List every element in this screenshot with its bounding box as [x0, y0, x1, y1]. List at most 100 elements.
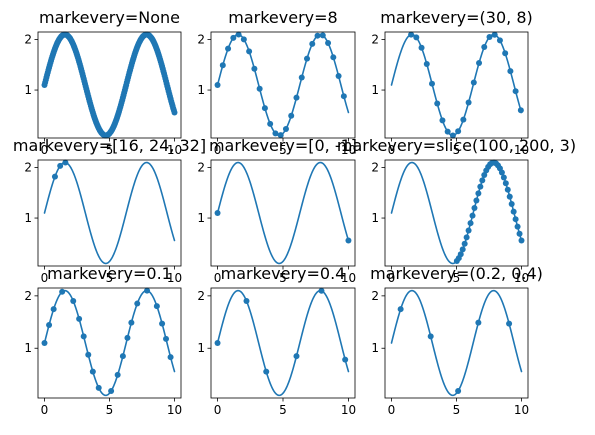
- y-tick-label: 1: [24, 211, 32, 225]
- data-marker: [418, 44, 425, 51]
- x-tick-label: 10: [341, 143, 356, 157]
- data-marker: [479, 177, 486, 184]
- data-marker: [153, 303, 160, 310]
- data-marker: [309, 40, 316, 47]
- data-marker: [506, 193, 513, 200]
- x-tick-label: 10: [514, 271, 529, 285]
- x-tick-label: 10: [514, 403, 529, 417]
- panel: 0 5 10 1 2: [371, 31, 529, 157]
- panel: 0 5 10 1 2: [197, 31, 356, 157]
- data-marker: [477, 183, 484, 190]
- data-marker: [225, 45, 232, 52]
- series-line: [43, 161, 176, 265]
- data-marker: [512, 216, 519, 223]
- x-tick-label: 10: [514, 143, 529, 157]
- data-marker: [144, 287, 151, 294]
- data-marker: [89, 368, 96, 375]
- axes-frame: [37, 159, 182, 267]
- data-marker: [41, 340, 48, 346]
- data-marker: [345, 237, 352, 244]
- data-marker: [449, 132, 456, 139]
- data-marker: [282, 125, 289, 132]
- y-tick-label: 2: [197, 33, 205, 47]
- data-marker: [429, 80, 435, 87]
- y-tick-label: 2: [24, 33, 32, 47]
- x-tick-label: 5: [279, 403, 287, 417]
- panel-title: markevery=0.1: [47, 264, 172, 283]
- panel: 0 5 10 1 2: [371, 287, 529, 417]
- panel-title: markevery=[16, 24, 32]: [13, 136, 206, 155]
- data-marker: [508, 201, 515, 208]
- data-marker: [85, 351, 92, 358]
- data-marker: [288, 112, 295, 119]
- data-marker: [214, 340, 221, 346]
- x-tick-label: 5: [279, 143, 287, 157]
- data-marker: [246, 48, 253, 55]
- x-tick-label: 5: [106, 143, 114, 157]
- data-marker: [171, 109, 178, 116]
- data-marker: [159, 320, 166, 327]
- y-tick-label: 2: [197, 289, 205, 303]
- data-marker: [304, 55, 311, 62]
- data-marker: [408, 31, 415, 38]
- x-tick-label: 5: [279, 271, 287, 285]
- data-marker: [481, 172, 488, 178]
- data-marker: [314, 32, 321, 39]
- data-marker: [439, 117, 446, 124]
- data-marker: [57, 162, 64, 169]
- y-tick-label: 2: [371, 289, 379, 303]
- data-marker: [475, 319, 482, 326]
- data-marker: [467, 220, 474, 227]
- data-marker: [256, 85, 263, 92]
- data-marker: [108, 387, 115, 394]
- axes-frame: [37, 287, 182, 399]
- axes-frame: [384, 287, 529, 399]
- axes-frame: [37, 31, 182, 139]
- data-marker: [498, 169, 505, 176]
- x-tick-label: 0: [41, 143, 49, 157]
- data-marker: [335, 73, 342, 80]
- data-marker: [469, 212, 476, 219]
- data-marker: [267, 120, 274, 127]
- data-marker: [473, 197, 480, 204]
- data-marker: [134, 300, 141, 307]
- data-marker: [510, 208, 517, 215]
- y-tick-label: 1: [371, 83, 379, 97]
- data-marker: [230, 34, 237, 41]
- x-tick-label: 0: [41, 403, 49, 417]
- data-marker: [240, 36, 247, 43]
- panel-title: markevery=[0, -1]: [209, 136, 357, 155]
- panel: 0 5 10 1 2: [24, 287, 182, 417]
- data-marker: [460, 116, 467, 123]
- x-tick-label: 0: [388, 143, 396, 157]
- data-marker: [70, 297, 77, 304]
- panel: 0 5 10 1 2: [371, 159, 529, 285]
- panel: 0 5 10 1 2: [197, 159, 356, 285]
- data-marker: [455, 387, 462, 394]
- data-marker: [463, 234, 470, 241]
- data-marker: [516, 230, 523, 237]
- panel: 0 5 10 1 2: [24, 159, 182, 285]
- data-marker: [163, 335, 170, 342]
- data-marker: [491, 31, 498, 38]
- x-tick-label: 0: [388, 271, 396, 285]
- panel: 0 5 10 1 2: [197, 287, 356, 417]
- data-marker: [235, 31, 242, 38]
- data-marker: [318, 287, 325, 294]
- panel-title: markevery=0.4: [221, 264, 346, 283]
- data-marker: [486, 34, 493, 41]
- data-marker: [51, 173, 58, 180]
- data-marker: [517, 107, 524, 114]
- data-marker: [50, 306, 57, 313]
- x-tick-label: 10: [341, 271, 356, 285]
- data-marker: [251, 65, 258, 72]
- data-marker: [423, 61, 430, 68]
- data-marker: [500, 174, 507, 181]
- x-tick-label: 5: [453, 143, 461, 157]
- axes-frame: [384, 159, 529, 267]
- data-marker: [243, 297, 250, 304]
- data-marker: [214, 210, 221, 216]
- data-marker: [325, 40, 332, 47]
- series-line: [216, 161, 350, 265]
